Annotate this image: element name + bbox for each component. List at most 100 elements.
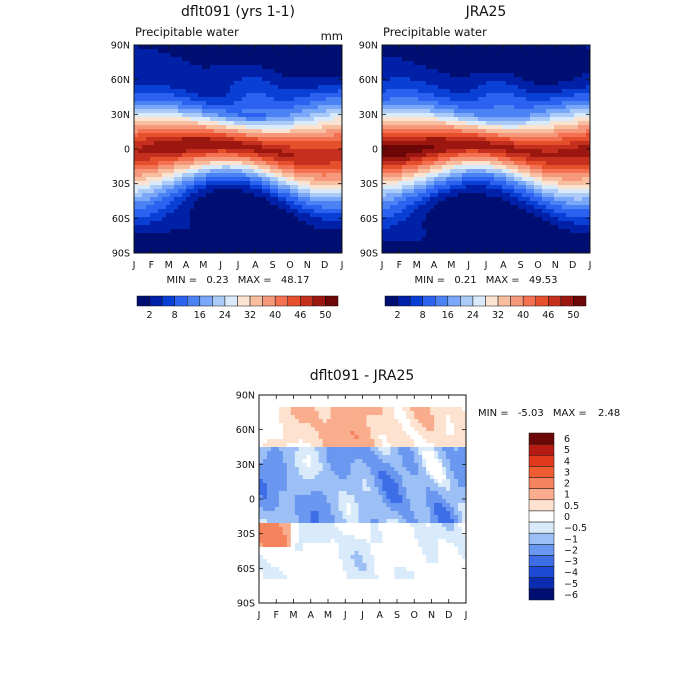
panel-obs-cell xyxy=(458,129,463,134)
panel-obs-cell xyxy=(498,133,503,138)
panel-model-cell xyxy=(310,217,315,222)
panel-model-cell xyxy=(190,69,195,74)
panel-model-cell xyxy=(338,209,342,214)
panel-model-cell xyxy=(234,117,239,122)
panel-obs-cell xyxy=(386,213,391,218)
panel-model-cell xyxy=(138,109,143,114)
panel-obs-cell xyxy=(394,249,399,253)
panel-model-cell xyxy=(286,53,291,58)
panel-model-cell xyxy=(202,213,207,218)
panel-model-cell xyxy=(210,153,215,158)
panel-obs-cell xyxy=(418,73,423,78)
panel-obs-cell xyxy=(470,133,475,138)
panel-model-cell xyxy=(282,189,287,194)
panel-obs-cell xyxy=(422,137,427,142)
panel-model-cell xyxy=(250,205,255,210)
panel-model-cell xyxy=(314,193,319,198)
panel-model-cell xyxy=(162,197,167,202)
panel-model-cell xyxy=(206,77,211,82)
panel-model-cell xyxy=(330,73,335,78)
panel-model-cell xyxy=(182,213,187,218)
panel-model-cell xyxy=(322,97,327,102)
panel-model-cell xyxy=(146,149,151,154)
panel-model-cell xyxy=(290,189,295,194)
panel-model-cell xyxy=(322,217,327,222)
panel-obs-cell xyxy=(518,133,523,138)
panel-obs-cell xyxy=(434,137,439,142)
panel-model-cell xyxy=(298,117,303,122)
panel-model-cell xyxy=(274,89,279,94)
panel-model-cell xyxy=(194,145,199,150)
panel-model-cell xyxy=(274,117,279,122)
panel-model-cell xyxy=(222,125,227,130)
panel-model-cell xyxy=(214,109,219,114)
panel-obs-cell xyxy=(438,61,443,66)
panel-model-cell xyxy=(306,125,311,130)
panel-obs-cell xyxy=(518,157,523,162)
panel-model-cell xyxy=(218,233,223,238)
panel-model-cell xyxy=(302,85,307,90)
panel-obs-cell xyxy=(526,193,531,198)
panel-obs-cell xyxy=(410,97,415,102)
panel-obs-cell xyxy=(438,213,443,218)
panel-model-cell xyxy=(178,165,183,170)
panel-obs-cell xyxy=(438,165,443,170)
panel-obs-cell xyxy=(494,157,499,162)
panel-obs-field xyxy=(382,45,590,253)
panel-model-cell xyxy=(158,217,163,222)
panel-obs-cell xyxy=(474,61,479,66)
panel-model-cell xyxy=(314,97,319,102)
panel-model-cell xyxy=(262,193,267,198)
panel-model-cell xyxy=(138,241,143,246)
panel-obs-cell xyxy=(394,49,399,54)
panel-model-cell xyxy=(246,49,251,54)
panel-model-cell xyxy=(306,189,311,194)
panel-model-cell xyxy=(258,57,263,62)
panel-model-cell xyxy=(338,221,342,226)
panel-model-cell xyxy=(202,113,207,118)
panel-model-cell xyxy=(290,221,295,226)
panel-model-cell xyxy=(190,237,195,242)
panel-model-cell xyxy=(166,77,171,82)
panel-model-cell xyxy=(246,109,251,114)
panel-model-cell xyxy=(330,125,335,130)
panel-model-cell xyxy=(318,69,323,74)
panel-model-cell xyxy=(186,53,191,58)
panel-model-colorbar-swatch xyxy=(312,295,326,307)
panel-obs-cell xyxy=(514,217,519,222)
panel-model-cell xyxy=(174,65,179,70)
panel-obs-cell xyxy=(502,161,507,166)
panel-obs-cell xyxy=(538,93,543,98)
panel-obs-cell xyxy=(518,93,523,98)
panel-model-cell xyxy=(142,69,147,74)
panel-obs-cell xyxy=(550,53,555,58)
panel-model-cell xyxy=(326,205,331,210)
panel-model-cell xyxy=(162,213,167,218)
panel-obs-cell xyxy=(442,213,447,218)
panel-model-cell xyxy=(318,133,323,138)
panel-model-cell xyxy=(162,221,167,226)
panel-model-cell xyxy=(226,209,231,214)
panel-obs-cell xyxy=(426,157,431,162)
panel-obs-cell xyxy=(446,141,451,146)
panel-model-cell xyxy=(234,237,239,242)
panel-model-cell xyxy=(250,229,255,234)
panel-model-cell xyxy=(302,101,307,106)
panel-model-cell xyxy=(214,197,219,202)
panel-obs-cell xyxy=(434,101,439,106)
panel-model-cell xyxy=(206,169,211,174)
panel-obs-cell xyxy=(394,201,399,206)
panel-model-cell xyxy=(194,137,199,142)
panel-model-cell xyxy=(278,241,283,246)
panel-model-units: mm xyxy=(321,29,343,43)
panel-model-cell xyxy=(198,157,203,162)
panel-model-cell xyxy=(238,89,243,94)
panel-obs-cell xyxy=(454,249,459,253)
panel-obs-cell xyxy=(382,53,387,58)
panel-obs-cell xyxy=(522,89,527,94)
panel-model-cell xyxy=(294,185,299,190)
panel-model-cell xyxy=(314,125,319,130)
panel-model-cell xyxy=(274,145,279,150)
panel-model-cell xyxy=(258,173,263,178)
